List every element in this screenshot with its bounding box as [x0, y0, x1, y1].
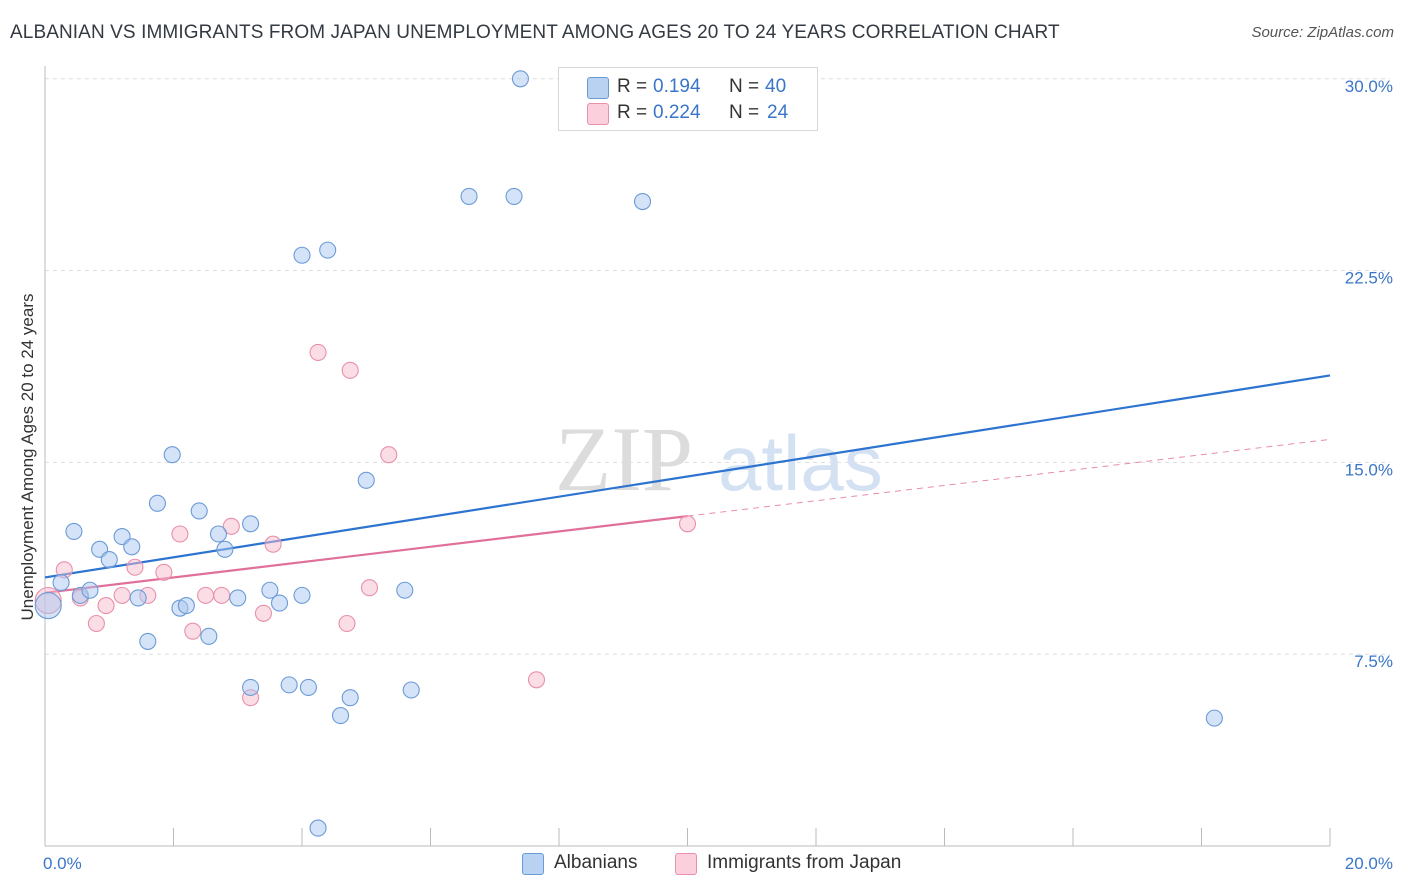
trend-line-albanians — [44, 374, 1331, 579]
data-point-japan — [254, 604, 273, 622]
watermark: ZIP atlas — [555, 408, 883, 510]
data-point-albanians — [396, 581, 414, 599]
data-point-albanians — [242, 515, 260, 533]
legend-swatch-albanians — [587, 77, 609, 99]
x-ticks — [44, 828, 1331, 846]
data-point-japan — [264, 535, 282, 553]
data-point-japan — [213, 586, 231, 604]
data-point-albanians — [209, 525, 228, 543]
data-point-albanians — [65, 522, 83, 540]
data-point-japan — [126, 558, 144, 576]
data-point-albanians — [129, 589, 147, 607]
data-point-albanians — [505, 187, 523, 205]
legend-r-label: R = — [617, 102, 648, 123]
data-point-albanians — [357, 471, 375, 489]
data-point-albanians — [633, 192, 652, 211]
data-point-japan — [380, 446, 398, 464]
data-point-albanians — [299, 678, 317, 696]
data-point-japan — [222, 517, 240, 535]
y-tick-label: 22.5% — [1345, 269, 1393, 288]
data-point-albanians — [216, 540, 234, 558]
data-point-japan — [113, 586, 131, 604]
bottom-legend-label-albanians: Albanians — [554, 852, 638, 873]
data-point-albanians — [1205, 709, 1223, 727]
y-tick-labels: 7.5% 15.0% 22.5% 30.0% — [1345, 77, 1393, 671]
x-tick-label: 20.0% — [1345, 854, 1393, 873]
data-point-albanians — [280, 676, 298, 694]
legend-r-value-japan: 0.224 — [653, 102, 701, 123]
x-tick-label: 0.0% — [43, 854, 82, 873]
stats-legend: R = 0.194 N = 40 R = 0.224 N = 24 — [558, 67, 818, 131]
data-point-japan — [171, 525, 189, 543]
trend-line-japan — [44, 515, 688, 594]
points-albanians — [34, 70, 1223, 837]
data-point-albanians — [309, 819, 327, 837]
data-point-albanians — [229, 589, 247, 607]
data-point-albanians — [341, 689, 359, 707]
data-point-albanians — [460, 187, 478, 205]
data-point-albanians — [34, 592, 62, 620]
gridlines — [45, 78, 1390, 655]
source-label: Source: ZipAtlas.com — [1251, 24, 1394, 41]
data-point-japan — [678, 515, 697, 533]
trend-lines — [44, 374, 1331, 594]
y-tick-label: 7.5% — [1354, 652, 1393, 671]
legend-n-label: N = — [729, 102, 760, 123]
chart-title: ALBANIAN VS IMMIGRANTS FROM JAPAN UNEMPL… — [10, 22, 1060, 43]
points-japan — [34, 343, 697, 707]
data-point-albanians — [148, 494, 166, 512]
watermark-atlas: atlas — [718, 419, 883, 507]
data-point-japan — [309, 343, 327, 361]
data-point-albanians — [81, 581, 99, 599]
data-point-japan — [155, 563, 173, 581]
bottom-legend-swatch-albanians — [522, 853, 544, 875]
data-point-albanians — [52, 574, 70, 592]
data-point-albanians — [319, 241, 337, 259]
legend-n-label: N = — [729, 76, 760, 97]
bottom-legend-label-japan: Immigrants from Japan — [707, 852, 902, 873]
data-point-japan — [338, 614, 356, 633]
data-point-albanians — [331, 707, 350, 725]
trend-line-japan-extension — [687, 438, 1331, 517]
legend-n-value-albanians: 40 — [765, 76, 787, 97]
legend-r-label: R = — [617, 76, 648, 97]
y-tick-label: 30.0% — [1345, 77, 1393, 96]
data-point-japan — [184, 622, 202, 640]
data-point-albanians — [402, 681, 420, 699]
data-point-albanians — [100, 551, 118, 569]
data-point-albanians — [261, 581, 279, 599]
data-point-albanians — [200, 627, 218, 645]
x-tick-labels: 0.0% 20.0% — [43, 854, 1393, 873]
data-point-japan — [341, 361, 359, 379]
data-point-albanians — [242, 678, 260, 696]
data-point-japan — [197, 586, 215, 604]
data-point-albanians — [511, 70, 530, 88]
data-point-albanians — [177, 597, 195, 615]
legend-n-value-japan: 24 — [767, 102, 789, 123]
data-point-japan — [97, 597, 115, 615]
data-point-japan — [527, 671, 546, 689]
legend-swatch-japan — [587, 103, 609, 125]
data-point-albanians — [293, 586, 311, 604]
bottom-legend-swatch-japan — [675, 853, 697, 875]
data-point-albanians — [190, 502, 208, 520]
data-point-albanians — [293, 246, 311, 264]
data-point-albanians — [123, 538, 141, 556]
data-point-albanians — [139, 632, 157, 650]
data-point-japan — [87, 614, 105, 633]
data-point-japan — [360, 579, 379, 597]
legend-r-value-albanians: 0.194 — [653, 76, 701, 97]
y-tick-label: 15.0% — [1345, 460, 1393, 479]
data-point-albanians — [270, 594, 289, 612]
data-point-albanians — [163, 446, 181, 464]
